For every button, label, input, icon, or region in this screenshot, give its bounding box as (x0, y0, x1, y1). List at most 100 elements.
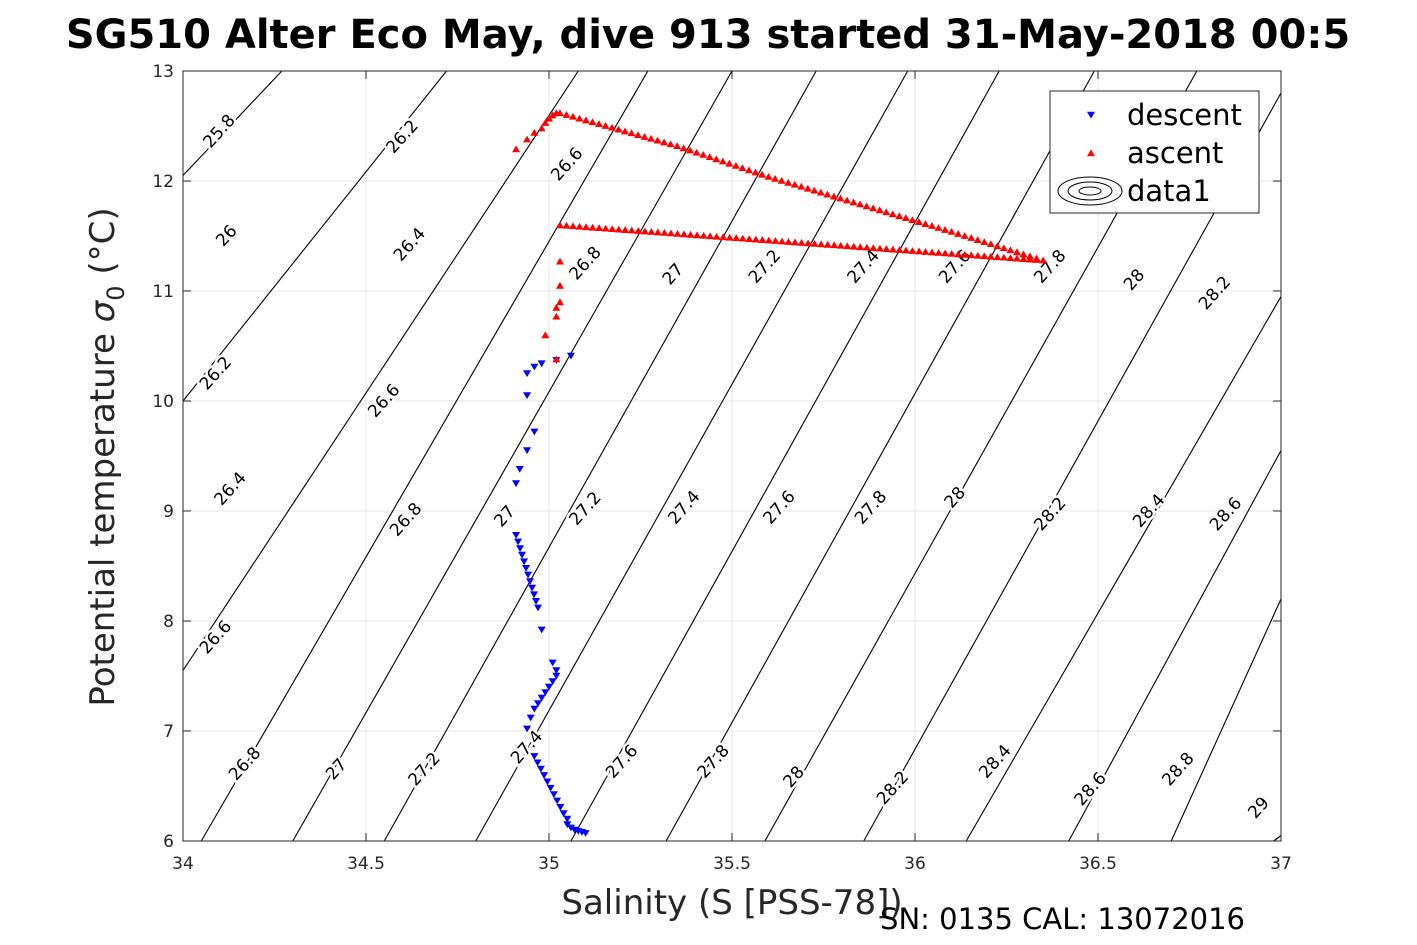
ascent-marker (680, 230, 689, 238)
ascent-marker (914, 218, 923, 225)
ascent-marker (647, 228, 656, 235)
ascent-marker (582, 223, 591, 231)
ascent-marker (1012, 254, 1021, 262)
ascent-marker (888, 245, 897, 253)
ascent-marker (562, 111, 571, 118)
legend-descent-marker (1087, 111, 1095, 119)
ascent-marker (934, 224, 943, 231)
x-tick-label: 34.5 (347, 854, 385, 874)
ascent-marker (810, 186, 819, 194)
descent-marker (518, 551, 527, 559)
isopycnal-line (292, 70, 733, 842)
y-tick-label: 12 (152, 172, 174, 192)
ascent-marker (653, 228, 662, 236)
ascent-marker (732, 234, 741, 242)
ascent-marker (614, 125, 623, 133)
data-series (512, 109, 1048, 837)
x-tick-label: 37 (1270, 854, 1292, 874)
ascent-marker (1039, 256, 1048, 264)
descent-marker (552, 672, 561, 680)
ascent-marker (552, 312, 561, 320)
isopycnal-line (182, 70, 447, 402)
ascent-marker (908, 216, 917, 224)
ascent-marker (595, 224, 604, 232)
ascent-marker (836, 241, 845, 249)
ascent-marker (588, 223, 597, 231)
isopycnal-line (965, 296, 1282, 842)
descent-marker (556, 803, 565, 811)
ascent-marker (634, 131, 643, 138)
y-tick-label: 7 (163, 722, 174, 742)
x-tick-labels: 34 34.5 35 35.5 36 36.5 37 (172, 854, 1292, 874)
isopycnal-line (182, 70, 579, 671)
descent-marker (534, 700, 543, 708)
ascent-marker (882, 208, 891, 216)
ascent-marker (512, 145, 521, 153)
ascent-marker (830, 241, 839, 249)
ascent-marker (843, 242, 852, 250)
ascent-marker (537, 124, 546, 132)
ascent-marker (986, 240, 995, 248)
descent-marker (545, 683, 553, 691)
y-axis-title-symbol: σ (83, 299, 123, 322)
x-tick-label: 35 (538, 854, 560, 874)
ascent-marker (888, 210, 897, 218)
ascent-marker (1019, 255, 1028, 262)
ascent-marker (947, 249, 956, 257)
y-axis-title-subscript: 0 (102, 285, 130, 300)
legend-descent-triangle (1087, 111, 1095, 119)
ascent-marker (660, 138, 669, 146)
ascent-marker (784, 178, 793, 186)
isopycnal-line (383, 70, 817, 842)
descent-marker (523, 447, 532, 455)
ascent-marker (660, 229, 669, 236)
chart-title: SG510 Alter Eco May, dive 913 started 31… (66, 12, 1350, 58)
isopycnal-line (1170, 598, 1282, 842)
descent-marker (524, 571, 533, 579)
ascent-marker (647, 134, 656, 142)
descent-marker (530, 591, 539, 599)
ascent-marker (980, 238, 989, 246)
ascent-marker (869, 244, 878, 252)
ascent-marker (973, 236, 982, 243)
ascent-marker (555, 109, 564, 116)
ascent-marker (790, 180, 799, 188)
descent-marker (530, 428, 539, 436)
ascent-marker (541, 119, 550, 126)
ascent-marker (764, 173, 773, 180)
ascent-marker (738, 234, 747, 242)
legend-data1-label: data1 (1127, 174, 1211, 208)
ascent-marker (666, 140, 675, 148)
ascent-marker (686, 230, 695, 238)
descent-marker (566, 352, 575, 360)
ascent-marker (1006, 254, 1015, 262)
descent-marker (512, 480, 521, 488)
descent-marker (523, 370, 532, 378)
ascent-marker (999, 253, 1008, 261)
ascent-marker (706, 232, 715, 240)
ascent-marker (555, 257, 564, 265)
ascent-marker (960, 250, 969, 258)
ascent-marker (941, 226, 950, 233)
ascent-marker (634, 227, 643, 234)
ascent-marker (967, 234, 976, 241)
ascent-marker (1006, 246, 1015, 254)
ascent-marker (712, 232, 721, 240)
x-tick-label: 36 (904, 854, 926, 874)
ascent-marker (523, 135, 532, 143)
ascent-marker (738, 164, 747, 171)
ascent-marker (915, 247, 924, 255)
ascent-marker (797, 182, 806, 190)
y-tick-label: 8 (163, 612, 174, 632)
ascent-marker (745, 235, 754, 242)
isopycnal-line (182, 70, 283, 176)
ascent-marker (823, 240, 832, 248)
ascent-marker (843, 196, 852, 204)
ascent-marker (947, 228, 956, 235)
ascent-marker (699, 151, 708, 158)
ascent-marker (791, 238, 800, 246)
ascent-marker (530, 129, 539, 136)
descent-marker (526, 578, 535, 585)
ascent-marker (954, 250, 963, 258)
ascent-marker (621, 226, 630, 233)
